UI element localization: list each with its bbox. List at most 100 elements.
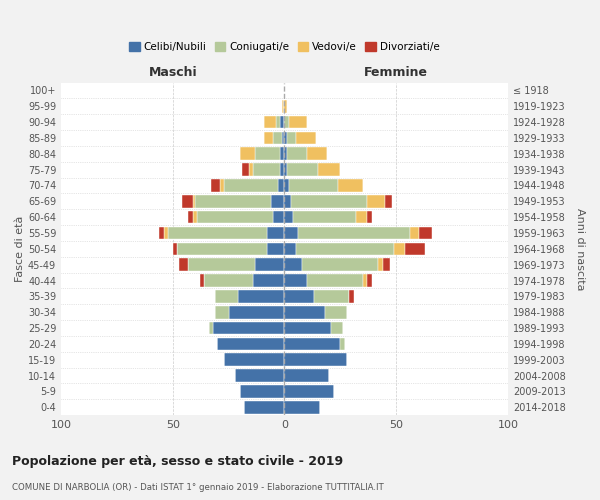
Bar <box>193 195 195 207</box>
Bar <box>164 226 168 239</box>
Bar <box>266 226 284 239</box>
Bar <box>284 401 320 413</box>
Bar <box>215 290 238 302</box>
Bar <box>168 226 266 239</box>
Bar <box>256 148 280 160</box>
Bar <box>296 132 316 144</box>
Text: Maschi: Maschi <box>148 66 197 80</box>
Bar <box>284 211 293 224</box>
Bar <box>188 211 193 224</box>
Bar <box>240 148 256 160</box>
Bar <box>173 242 177 255</box>
Bar <box>419 226 432 239</box>
Bar <box>188 258 256 271</box>
Bar <box>213 322 284 334</box>
Bar <box>204 274 253 287</box>
Bar <box>209 322 213 334</box>
Bar <box>367 274 371 287</box>
Bar <box>307 274 362 287</box>
Bar <box>367 195 385 207</box>
Y-axis label: Anni di nascita: Anni di nascita <box>575 208 585 290</box>
Bar <box>211 179 220 192</box>
Bar <box>284 322 331 334</box>
Bar <box>410 226 419 239</box>
Bar <box>235 369 284 382</box>
Bar <box>379 258 383 271</box>
Legend: Celibi/Nubili, Coniugati/e, Vedovi/e, Divorziati/e: Celibi/Nubili, Coniugati/e, Vedovi/e, Di… <box>125 38 444 56</box>
Bar <box>240 385 284 398</box>
Bar <box>274 132 282 144</box>
Bar <box>197 211 274 224</box>
Bar <box>284 338 340 350</box>
Bar <box>256 258 284 271</box>
Bar <box>275 116 280 128</box>
Text: COMUNE DI NARBOLIA (OR) - Dati ISTAT 1° gennaio 2019 - Elaborazione TUTTITALIA.I: COMUNE DI NARBOLIA (OR) - Dati ISTAT 1° … <box>12 482 384 492</box>
Bar <box>284 290 314 302</box>
Bar <box>314 290 349 302</box>
Bar <box>385 195 392 207</box>
Bar <box>287 132 296 144</box>
Bar <box>274 211 284 224</box>
Bar <box>349 290 354 302</box>
Y-axis label: Fasce di età: Fasce di età <box>15 216 25 282</box>
Bar <box>229 306 284 318</box>
Bar <box>362 274 367 287</box>
Bar <box>284 116 289 128</box>
Bar <box>282 132 284 144</box>
Bar <box>296 242 394 255</box>
Bar <box>289 179 338 192</box>
Bar <box>265 132 274 144</box>
Bar <box>278 179 284 192</box>
Bar <box>182 195 193 207</box>
Bar <box>224 179 278 192</box>
Bar <box>284 164 287 176</box>
Bar <box>271 195 284 207</box>
Bar <box>284 242 296 255</box>
Bar <box>284 258 302 271</box>
Bar <box>287 148 307 160</box>
Bar <box>220 179 224 192</box>
Bar <box>284 354 347 366</box>
Bar <box>253 164 280 176</box>
Bar <box>318 164 340 176</box>
Bar <box>293 211 356 224</box>
Bar <box>249 164 253 176</box>
Bar <box>284 369 329 382</box>
Bar <box>356 211 367 224</box>
Bar <box>242 164 249 176</box>
Bar <box>265 116 275 128</box>
Bar <box>298 226 410 239</box>
Text: Femmine: Femmine <box>364 66 428 80</box>
Bar <box>405 242 425 255</box>
Bar <box>244 401 284 413</box>
Bar <box>340 338 345 350</box>
Bar <box>284 226 298 239</box>
Bar <box>302 258 379 271</box>
Bar <box>289 116 307 128</box>
Text: Popolazione per età, sesso e stato civile - 2019: Popolazione per età, sesso e stato civil… <box>12 455 343 468</box>
Bar <box>200 274 204 287</box>
Bar <box>284 179 289 192</box>
Bar <box>217 338 284 350</box>
Bar <box>253 274 284 287</box>
Bar <box>367 211 371 224</box>
Bar <box>307 148 327 160</box>
Bar <box>195 195 271 207</box>
Bar <box>284 132 287 144</box>
Bar <box>287 164 318 176</box>
Bar <box>284 306 325 318</box>
Bar <box>177 242 266 255</box>
Bar <box>280 164 284 176</box>
Bar <box>224 354 284 366</box>
Bar <box>284 385 334 398</box>
Bar <box>291 195 367 207</box>
Bar <box>383 258 389 271</box>
Bar <box>282 100 284 112</box>
Bar <box>215 306 229 318</box>
Bar <box>179 258 188 271</box>
Bar <box>280 148 284 160</box>
Bar <box>238 290 284 302</box>
Bar <box>325 306 347 318</box>
Bar <box>284 195 291 207</box>
Bar <box>266 242 284 255</box>
